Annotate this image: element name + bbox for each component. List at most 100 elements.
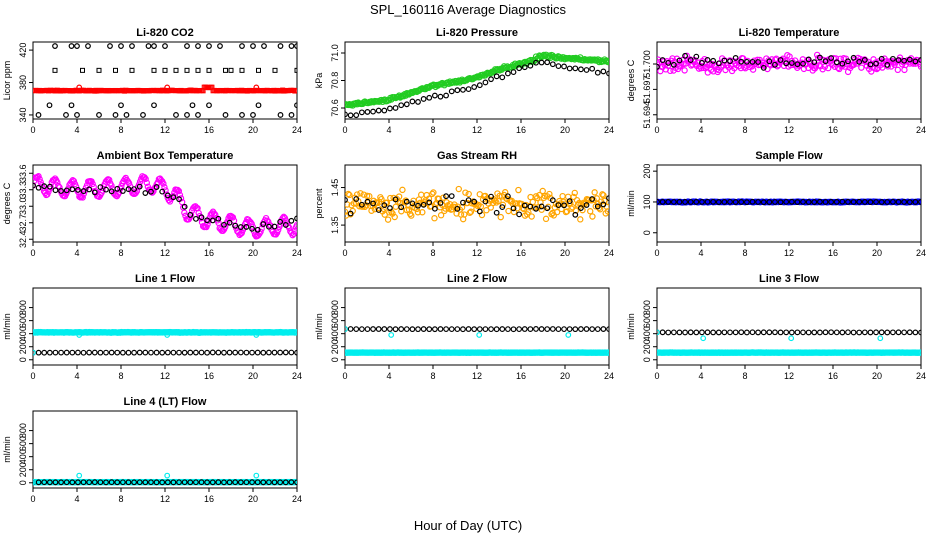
data-point xyxy=(476,82,483,89)
data-point xyxy=(901,329,908,336)
y-tick-label: 340 xyxy=(18,107,28,122)
data-point xyxy=(884,62,891,68)
data-point xyxy=(91,189,98,196)
y-tick-label: 51.700 xyxy=(642,50,652,78)
data-point xyxy=(521,202,528,209)
data-point xyxy=(63,479,70,486)
data-point xyxy=(850,54,857,61)
data-point xyxy=(277,218,284,225)
y-tick-label: 400 xyxy=(642,326,652,341)
data-point xyxy=(142,190,149,196)
data-point xyxy=(387,194,394,202)
data-point xyxy=(395,193,403,200)
data-point xyxy=(839,198,846,205)
data-point xyxy=(240,224,248,231)
data-point xyxy=(912,329,919,336)
data-point xyxy=(600,192,607,199)
data-point xyxy=(294,215,297,222)
data-point xyxy=(131,479,138,486)
x-tick-label: 24 xyxy=(604,248,614,258)
x-tick-label: 4 xyxy=(74,371,79,381)
x-tick-label: 16 xyxy=(516,248,526,258)
data-point xyxy=(749,329,756,336)
data-point xyxy=(760,64,767,71)
data-point xyxy=(665,59,672,66)
data-point xyxy=(353,326,360,332)
data-point xyxy=(429,190,436,198)
data-point xyxy=(164,472,171,479)
data-point xyxy=(345,201,351,208)
y-tick-label: 0 xyxy=(330,357,340,362)
y-axis-label: kPa xyxy=(314,73,324,89)
data-point xyxy=(566,198,573,205)
data-point xyxy=(409,98,416,105)
x-tick-label: 24 xyxy=(292,125,302,135)
data-point xyxy=(253,332,260,338)
data-point xyxy=(510,69,517,76)
data-point xyxy=(704,198,711,205)
data-point xyxy=(606,195,609,201)
data-point xyxy=(493,326,500,333)
data-point xyxy=(176,349,182,356)
data-point xyxy=(96,112,102,118)
x-tick-label: 12 xyxy=(784,248,794,258)
data-point xyxy=(353,196,360,202)
data-point xyxy=(143,179,150,186)
data-point xyxy=(482,198,489,205)
y-tick-label: 200 xyxy=(642,339,652,354)
data-point xyxy=(232,349,239,356)
data-point xyxy=(599,191,606,198)
figure-title: SPL_160116 Average Diagnostics xyxy=(370,2,567,17)
x-tick-label: 20 xyxy=(248,494,258,504)
data-point xyxy=(906,56,913,63)
data-point xyxy=(253,84,260,91)
data-point xyxy=(783,198,790,205)
data-point xyxy=(538,326,545,332)
data-point xyxy=(873,65,881,73)
data-point xyxy=(657,329,660,336)
y-tick-label: 32.7 xyxy=(18,214,28,232)
data-point xyxy=(670,329,677,336)
data-point xyxy=(715,199,722,205)
data-point xyxy=(856,198,863,205)
data-point xyxy=(159,479,166,486)
data-point xyxy=(96,67,102,73)
data-point xyxy=(918,57,921,63)
x-tick-label: 0 xyxy=(654,371,659,381)
data-point xyxy=(805,199,812,205)
data-point xyxy=(721,329,728,336)
data-point xyxy=(755,199,762,205)
panel-title: Li-820 Pressure xyxy=(436,27,518,39)
data-point xyxy=(277,112,284,118)
data-point xyxy=(358,201,365,208)
data-point xyxy=(721,57,728,64)
data-point xyxy=(917,349,921,356)
data-point xyxy=(37,179,44,186)
data-point xyxy=(226,479,233,486)
x-tick-label: 0 xyxy=(30,248,35,258)
data-point xyxy=(170,479,177,486)
data-point xyxy=(129,43,135,49)
data-point xyxy=(195,43,201,49)
panel-9: Line 3 Flow ml/min 0 4 8 12 16 20 24 0 20040060080… xyxy=(626,273,926,381)
data-point xyxy=(878,329,885,336)
data-point xyxy=(290,230,297,238)
data-point xyxy=(345,190,352,198)
data-point xyxy=(572,207,580,214)
data-point xyxy=(215,349,222,356)
data-point xyxy=(772,199,778,205)
data-point xyxy=(136,349,143,356)
data-point xyxy=(181,203,188,210)
data-point xyxy=(474,202,481,210)
data-point xyxy=(425,195,433,202)
data-point xyxy=(187,349,194,356)
data-point xyxy=(533,326,539,332)
data-point xyxy=(878,199,885,205)
data-point xyxy=(170,194,177,201)
data-point xyxy=(488,76,494,83)
data-point xyxy=(85,43,91,49)
data-point xyxy=(499,201,507,209)
data-point xyxy=(800,198,806,205)
x-tick-label: 24 xyxy=(292,248,302,258)
data-point xyxy=(561,202,567,209)
